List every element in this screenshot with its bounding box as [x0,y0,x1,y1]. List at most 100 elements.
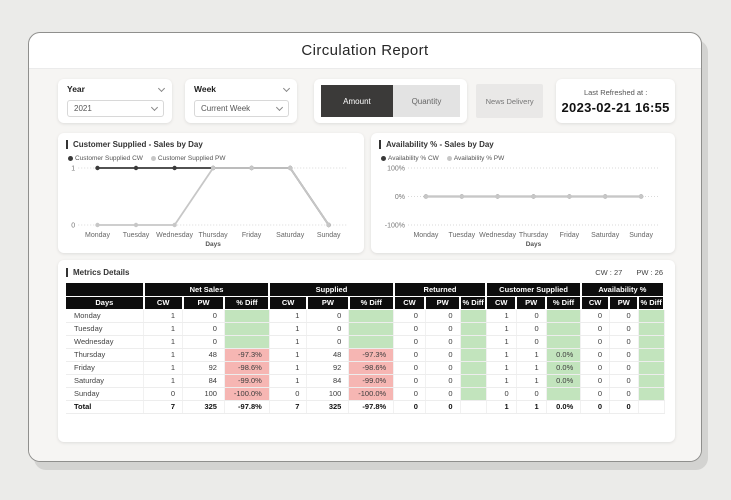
table-cell: 0 [306,335,350,349]
table-cell: 1 [486,322,517,336]
table-cell [546,387,582,401]
table-cell: 7 [269,399,308,414]
table-cell: 0 [393,309,426,323]
legend-dot-icon [446,156,452,161]
table-cell: 0 [580,387,610,401]
year-select[interactable]: 2021 [67,100,164,117]
table-cell: 1 [486,309,517,323]
table-cell: 0 [580,374,610,388]
legend-dot-icon [381,156,386,161]
table-cell: 0 [516,335,547,349]
chevron-down-icon [282,84,291,92]
table-cell: -100.0% [348,387,395,401]
table-cell: 0 [425,309,461,323]
chart-svg: 100% 0% -100% Monday Tuesday Wednesday Thursda… [385,166,659,248]
svg-text:0: 0 [71,223,75,230]
table-cell: -97.8% [224,399,270,414]
legend-label: Availability % PW [453,155,505,162]
table-cell: 0 [516,322,547,336]
legend-label: Customer Supplied CW [75,155,143,162]
filters-row: Year 2021 Week Current Week [58,79,675,123]
legend-item: Availability % CW [381,155,439,162]
legend-label: Availability % CW [388,155,439,162]
table-cell: 48 [182,348,225,362]
table-cell [460,335,487,349]
svg-text:Thursday: Thursday [199,232,229,239]
table-body: Monday 1 0 1 0 0 0 1 0 0 0 Tuesday 1 0 1 0 0 0 1 0 0 0 Wednesd… [66,309,665,414]
table-cell: 0 [580,309,610,323]
table-cell: 325 [306,399,350,414]
table-cell: 0 [182,309,225,323]
table-cell: 0.0% [546,361,582,375]
chart-header: Customer Supplied - Sales by Day [66,140,356,149]
table-cell: 1 [143,361,184,375]
table-row: Monday 1 0 1 0 0 0 1 0 0 0 [66,309,665,323]
table-cell: 0 [609,348,639,362]
table-cell [348,335,395,349]
table-cell: 325 [182,399,225,414]
table-cell: 0 [609,309,639,323]
line-chart: 100% 0% -100% Monday Tuesday Wednesday Thursda… [379,162,667,249]
svg-text:Sunday: Sunday [317,232,341,239]
table-cell: 48 [306,348,350,362]
table-cell: 1 [143,322,184,336]
table-row: Saturday 1 84 -99.0% 1 84 -99.0% 0 0 1 1 0.0% 0 0 [66,374,665,388]
table-cell: 0 [393,374,426,388]
week-filter-header[interactable]: Week [194,84,291,94]
chevron-down-icon [275,103,284,112]
table-cell: 1 [143,335,184,349]
table-cell: 0 [580,399,610,414]
table-cell: 0.0% [546,348,582,362]
table-cell [546,335,582,349]
table-cell: -97.3% [224,348,270,362]
last-refreshed-value: 2023-02-21 16:55 [561,99,670,115]
svg-text:Saturday: Saturday [591,232,620,239]
year-filter-card: Year 2021 [58,79,172,123]
table-row: Sunday 0 100 -100.0% 0 100 -100.0% 0 0 0 0 0 0 [66,387,665,401]
table-cell: 1 [143,348,184,362]
table-cell: 0 [425,387,461,401]
table-cell [224,322,270,336]
table-cell: -99.0% [224,374,270,388]
chevron-down-icon [150,103,159,112]
table-cell [638,348,665,362]
news-delivery-button[interactable]: News Delivery [475,84,544,118]
table-sub-header: PW [425,296,462,310]
table-cell [638,387,665,401]
table-cell: 0 [609,374,639,388]
table-cell: 0 [609,335,639,349]
legend-item: Customer Supplied PW [150,155,225,162]
accent-bar [66,268,68,277]
quantity-toggle-button[interactable]: Quantity [392,85,460,117]
table-cell: 0 [393,361,426,375]
table-cell: 0 [393,399,426,414]
metrics-table-card: Metrics Details CW : 27 PW : 26 Net Sale… [58,260,675,442]
chevron-down-icon [157,84,166,92]
panel-body: Year 2021 Week Current Week [29,69,701,461]
table-cell: 0 [580,335,610,349]
table-cell: 0 [425,348,461,362]
table-cell: 0 [393,348,426,362]
table-total-row: Total 7 325 -97.8% 7 325 -97.8% 0 0 1 1 0.0% 0 0 [66,399,665,414]
days-column-header: Days [66,296,145,310]
table-group-header: Net Sales [143,283,271,297]
table-cell: 92 [182,361,225,375]
table-cell [638,399,665,414]
report-panel: Circulation Report Year 2021 Week [28,32,702,462]
chart-title: Customer Supplied - Sales by Day [73,140,203,149]
table-cell: 1 [143,374,184,388]
table-cell: 0 [580,348,610,362]
year-filter-header[interactable]: Year [67,84,166,94]
amount-toggle-button[interactable]: Amount [320,85,393,117]
week-info: CW : 27 PW : 26 [595,268,663,277]
table-cell [460,399,487,414]
table-cell [224,309,270,323]
line-chart: 1 0 Monday Tuesday Wednesday Thursday Friday Sa… [66,162,356,249]
svg-text:Tuesday: Tuesday [449,232,476,239]
week-select[interactable]: Current Week [193,100,289,117]
table-cell: 0 [393,322,426,336]
table-cell [460,387,487,401]
table-cell: 0 [516,309,547,323]
table-sub-header: CW [393,296,427,310]
cw-week-number: CW : 27 [595,268,623,277]
